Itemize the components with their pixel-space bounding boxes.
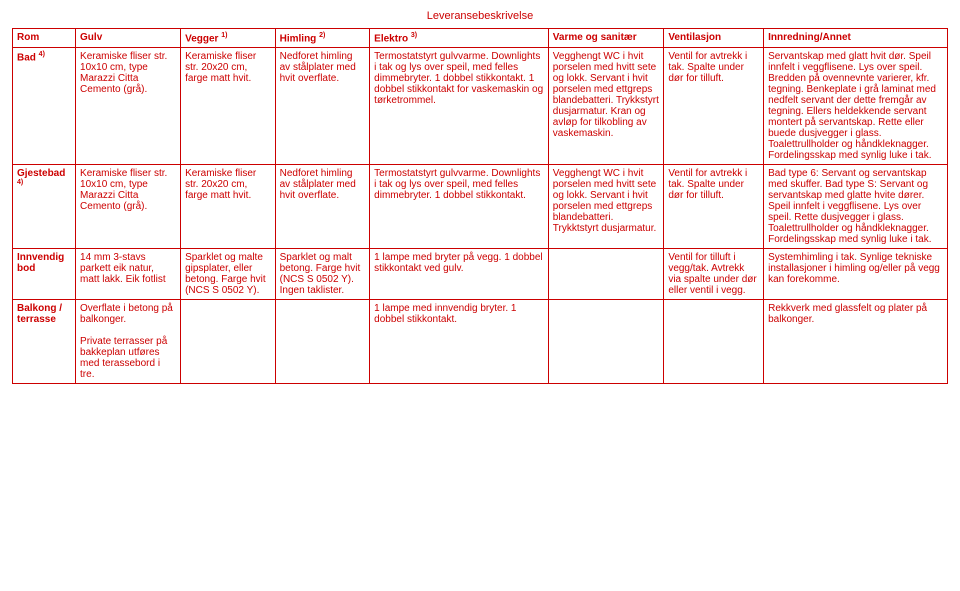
cell-elektro: Termostatstyrt gulvvarme. Downlights i t… [370,48,549,165]
cell-rom: Gjestebad 4) [13,165,76,249]
cell-elektro: Termostatstyrt gulvvarme. Downlights i t… [370,165,549,249]
cell-vegger: Keramiske fliser str. 20x20 cm, farge ma… [181,48,276,165]
cell-himling: Nedforet himling av stålplater med hvit … [275,165,370,249]
cell-himling [275,300,370,384]
header-rom: Rom [13,29,76,48]
cell-innredning: Systemhimling i tak. Synlige tekniske in… [764,249,948,300]
cell-elektro: 1 lampe med innvendig bryter. 1 dobbel s… [370,300,549,384]
header-ventilasjon: Ventilasjon [664,29,764,48]
cell-ventilasjon [664,300,764,384]
cell-innredning: Rekkverk med glassfelt og plater på balk… [764,300,948,384]
cell-himling: Sparklet og malt betong. Farge hvit (NCS… [275,249,370,300]
cell-innredning: Servantskap med glatt hvit dør. Speil in… [764,48,948,165]
table-row: Balkong / terrasseOverflate i betong på … [13,300,948,384]
cell-gulv: Keramiske fliser str. 10x10 cm, type Mar… [76,48,181,165]
spec-table: Rom Gulv Vegger 1) Himling 2) Elektro 3)… [12,28,948,384]
cell-ventilasjon: Ventil for tilluft i vegg/tak. Avtrekk v… [664,249,764,300]
cell-vegger: Keramiske fliser str. 20x20 cm, farge ma… [181,165,276,249]
header-vegger: Vegger 1) [181,29,276,48]
cell-ventilasjon: Ventil for avtrekk i tak. Spalte under d… [664,165,764,249]
page-title: Leveransebeskrivelse [12,10,948,22]
cell-himling: Nedforet himling av stålplater med hvit … [275,48,370,165]
header-innredning: Innredning/Annet [764,29,948,48]
cell-vegger: Sparklet og malte gipsplater, eller beto… [181,249,276,300]
cell-varme: Vegghengt WC i hvit porselen med hvitt s… [548,165,664,249]
table-row: Bad 4)Keramiske fliser str. 10x10 cm, ty… [13,48,948,165]
cell-varme [548,300,664,384]
header-himling: Himling 2) [275,29,370,48]
table-header-row: Rom Gulv Vegger 1) Himling 2) Elektro 3)… [13,29,948,48]
header-elektro: Elektro 3) [370,29,549,48]
cell-gulv: Overflate i betong på balkonger. Private… [76,300,181,384]
cell-vegger [181,300,276,384]
cell-varme [548,249,664,300]
header-varme: Varme og sanitær [548,29,664,48]
cell-rom: Bad 4) [13,48,76,165]
cell-innredning: Bad type 6: Servant og servantskap med s… [764,165,948,249]
cell-rom: Innvendig bod [13,249,76,300]
cell-rom: Balkong / terrasse [13,300,76,384]
cell-ventilasjon: Ventil for avtrekk i tak. Spalte under d… [664,48,764,165]
table-row: Innvendig bod14 mm 3-stavs parkett eik n… [13,249,948,300]
header-gulv: Gulv [76,29,181,48]
cell-varme: Vegghengt WC i hvit porselen med hvitt s… [548,48,664,165]
cell-gulv: Keramiske fliser str. 10x10 cm, type Mar… [76,165,181,249]
cell-elektro: 1 lampe med bryter på vegg. 1 dobbel sti… [370,249,549,300]
table-row: Gjestebad 4)Keramiske fliser str. 10x10 … [13,165,948,249]
cell-gulv: 14 mm 3-stavs parkett eik natur, matt la… [76,249,181,300]
